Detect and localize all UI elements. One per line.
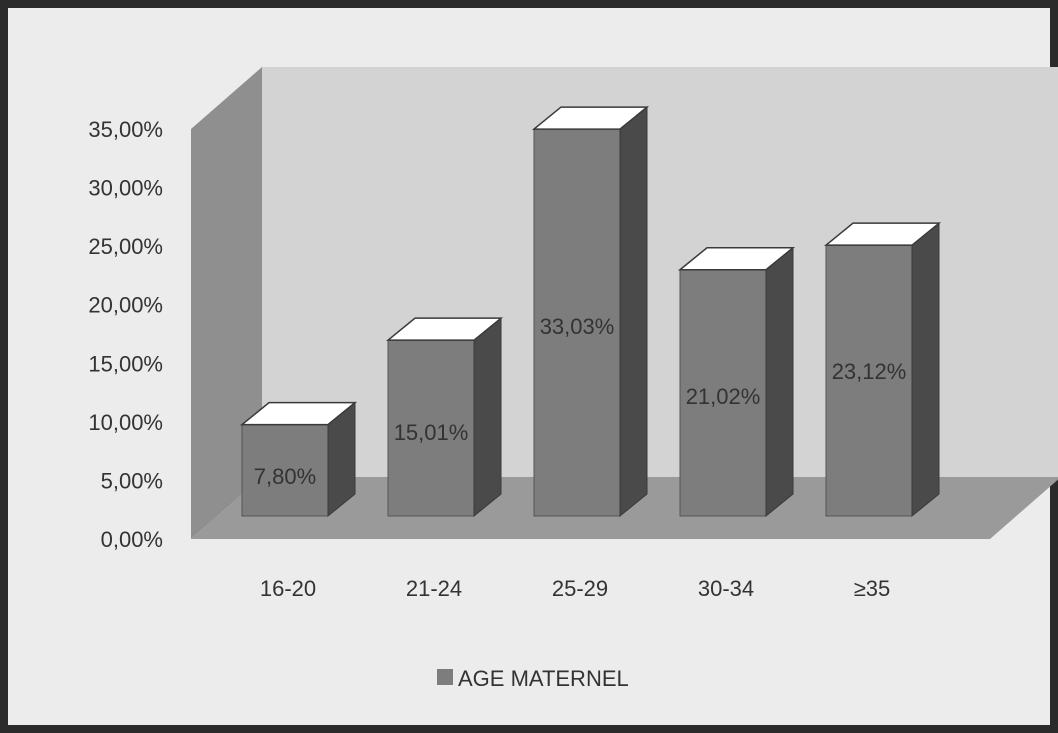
bar-front: [387, 339, 475, 517]
bar-top: [823, 222, 942, 246]
legend-swatch: [437, 669, 453, 685]
x-tick-label: 16-20: [260, 576, 316, 601]
x-axis: 16-20 21-24 25-29 30-34 ≥35: [260, 576, 890, 601]
y-tick-label: 10,00%: [88, 410, 163, 435]
bar-top: [677, 247, 796, 271]
legend: AGE MATERNEL: [437, 666, 629, 691]
bar-front: [241, 424, 329, 517]
y-axis: 0,00% 5,00% 10,00% 15,00% 20,00% 25,00% 30,00%…: [88, 117, 163, 552]
bar: 15,01%: [385, 317, 504, 518]
bar-side: [765, 246, 794, 518]
bar-data-label: 33,03%: [540, 314, 615, 339]
y-tick-label: 5,00%: [101, 468, 163, 493]
bar: 21,02%: [677, 246, 796, 518]
y-tick-label: 15,00%: [88, 351, 163, 376]
bar-data-label: 23,12%: [832, 359, 907, 384]
x-tick-label: 30-34: [698, 576, 754, 601]
y-tick-label: 25,00%: [88, 234, 163, 259]
bar: 23,12%: [823, 222, 942, 518]
bar-data-label: 15,01%: [394, 420, 469, 445]
bar: 7,80%: [239, 401, 358, 518]
bar-front: [679, 269, 767, 517]
bar-data-label: 7,80%: [254, 464, 316, 489]
y-tick-label: 30,00%: [88, 176, 163, 201]
bar-top: [239, 401, 358, 426]
side-wall: [191, 67, 262, 539]
bar: 33,03%: [531, 106, 650, 518]
x-tick-label: ≥35: [854, 576, 891, 601]
bars: 7,80% 15,01% 33,03% 21,02% 23,12%: [239, 106, 942, 518]
y-tick-label: 0,00%: [101, 527, 163, 552]
bar-front: [533, 128, 621, 517]
y-tick-label: 20,00%: [88, 293, 163, 318]
bar-side: [473, 317, 502, 518]
bar-top: [385, 317, 504, 341]
x-tick-label: 25-29: [552, 576, 608, 601]
bar-top: [531, 106, 650, 130]
bar-data-label: 21,02%: [686, 384, 761, 409]
y-tick-label: 35,00%: [88, 117, 163, 142]
bar-side: [911, 222, 940, 518]
legend-label: AGE MATERNEL: [458, 666, 629, 691]
x-tick-label: 21-24: [406, 576, 462, 601]
bar-front: [825, 244, 913, 517]
bar-side: [619, 106, 648, 518]
